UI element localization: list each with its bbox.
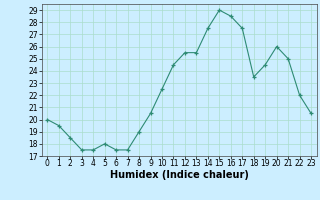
X-axis label: Humidex (Indice chaleur): Humidex (Indice chaleur) — [110, 170, 249, 180]
